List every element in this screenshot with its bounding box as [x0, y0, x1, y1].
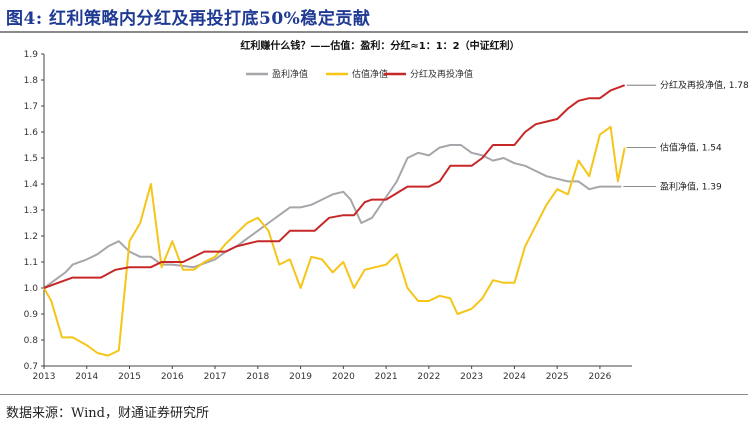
- x-tick-label: 2024: [503, 372, 526, 382]
- y-tick-label: 0.8: [24, 336, 39, 346]
- y-tick-label: 1.4: [24, 180, 39, 190]
- x-tick-label: 2026: [588, 372, 611, 382]
- x-tick-label: 2022: [417, 372, 440, 382]
- y-tick-label: 1.6: [24, 128, 39, 138]
- x-tick-label: 2014: [75, 372, 98, 382]
- y-tick-label: 1.9: [24, 50, 39, 60]
- y-tick-label: 1.5: [24, 154, 38, 164]
- x-tick-label: 2021: [375, 372, 398, 382]
- end-label-2: 分红及再投净值, 1.78: [660, 79, 748, 91]
- x-tick-label: 2017: [204, 372, 227, 382]
- end-label-0: 盈利净值, 1.39: [660, 181, 722, 193]
- chart-title: 红利赚什么钱？——估值：盈利：分红≈1：1：2（中证红利）: [240, 39, 519, 52]
- plot-series: [43, 84, 626, 357]
- y-tick-label: 1.0: [24, 284, 39, 294]
- y-tick-label: 1.3: [24, 206, 38, 216]
- footer-divider: [0, 394, 748, 395]
- y-tick-label: 0.9: [24, 310, 39, 320]
- plot-axes: 0.7 0.8 0.9 1.0 1.1 1.2 1.3 1.4 1.5 1.6 1.7 1.8 1.9 2…: [24, 50, 632, 382]
- x-tick-label: 2023: [460, 372, 483, 382]
- y-tick-label: 1.1: [24, 258, 38, 268]
- source-note: 数据来源：Wind，财通证券研究所: [6, 406, 209, 421]
- figure-title: 图4: 红利策略内分红及再投打底50%稳定贡献: [6, 9, 371, 29]
- legend-item: 估值净值: [352, 68, 388, 80]
- series-line-1: [43, 125, 626, 357]
- x-tick-label: 2025: [546, 372, 569, 382]
- y-tick-label: 1.2: [24, 232, 38, 242]
- chart-legend: 盈利净值 估值净值 分红及再投净值: [246, 68, 473, 80]
- series-line-2: [43, 84, 626, 289]
- x-tick-label: 2015: [118, 372, 141, 382]
- x-tick-label: 2019: [289, 372, 312, 382]
- y-tick-label: 1.8: [24, 76, 39, 86]
- legend-item: 分红及再投净值: [410, 68, 473, 80]
- series-end-labels: 盈利净值, 1.39 估值净值, 1.54 分红及再投净值, 1.78: [623, 79, 748, 193]
- x-tick-label: 2020: [332, 372, 355, 382]
- title-divider: [0, 31, 748, 33]
- x-tick-label: 2016: [161, 372, 184, 382]
- x-tick-label: 2013: [33, 372, 56, 382]
- legend-item: 盈利净值: [272, 68, 308, 80]
- x-tick-label: 2018: [246, 372, 269, 382]
- series-line-0: [43, 144, 622, 289]
- end-label-1: 估值净值, 1.54: [660, 142, 722, 154]
- y-tick-label: 1.7: [24, 102, 38, 112]
- y-tick-label: 0.7: [24, 362, 38, 372]
- line-chart: 红利赚什么钱？——估值：盈利：分红≈1：1：2（中证红利） 0.7 0.8 0.9 1…: [24, 39, 748, 382]
